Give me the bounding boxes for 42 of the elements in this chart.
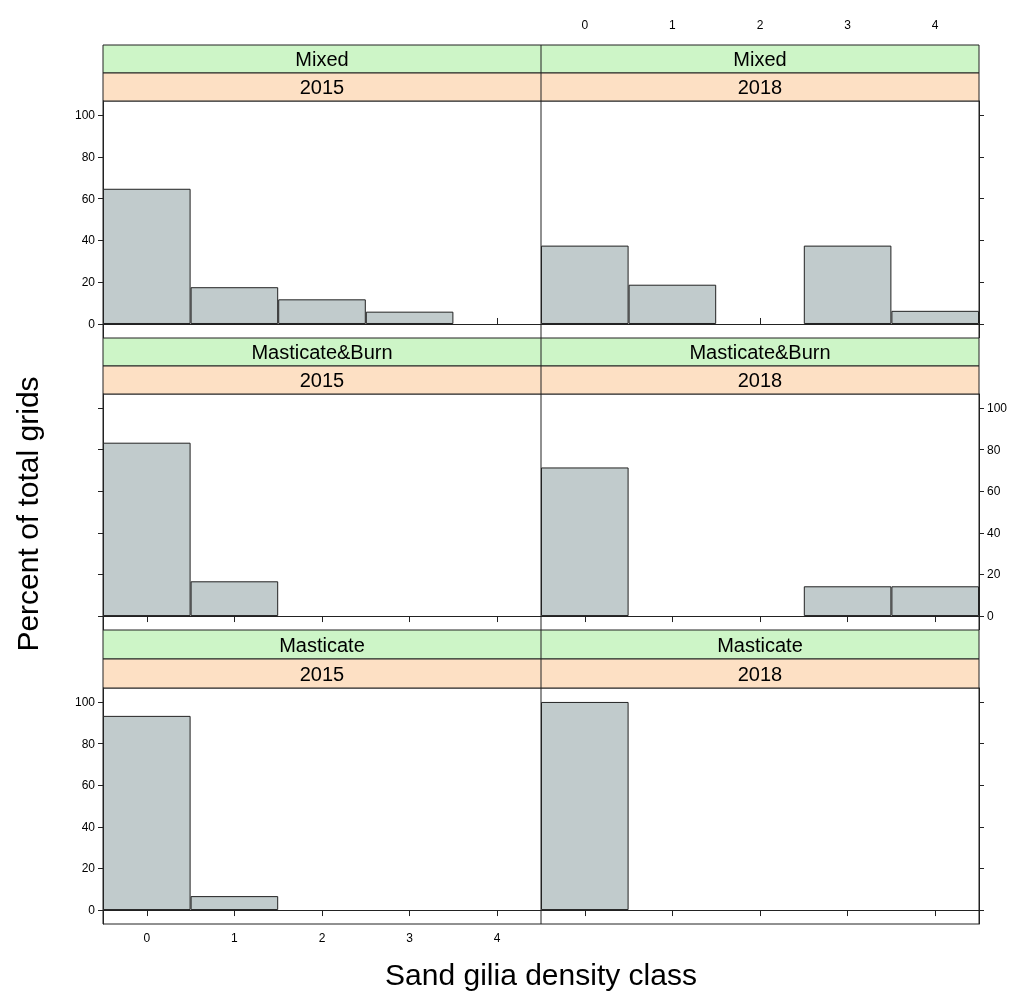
y-tick-label: 0 [88,317,96,331]
chart-title: Mixed [295,48,349,70]
x-tick-label: 0 [143,931,151,945]
y-tick-label: 100 [987,400,1008,415]
x-tick-label: 3 [406,931,414,945]
x-tick-label: 0 [581,18,589,32]
y-tick-label: 40 [81,233,96,248]
x-tick-label: 2 [318,931,326,945]
x-axis-title: Sand gilia density class [384,958,698,992]
chart-subtitle: 2015 [299,76,345,98]
x-tick-label: 2 [756,18,764,32]
y-axis-title: Percent of total grids [11,376,45,652]
y-tick-label: 0 [88,903,96,918]
y-tick-label: 100 [74,694,96,709]
y-tick-label: 20 [987,567,1001,582]
y-tick-label: 60 [81,191,96,206]
chart-subtitle: 2015 [299,369,345,391]
y-tick-label: 60 [81,778,96,793]
x-tick-label: 1 [231,931,239,945]
chart-subtitle: 2018 [737,369,783,391]
y-tick-label: 20 [81,275,96,290]
x-tick-label: 3 [844,18,852,32]
chart-title: Masticate&Burn [689,341,831,363]
chart-subtitle: 2015 [299,662,345,685]
x-tick-label: 1 [669,18,677,32]
chart-title: Masticate [279,633,365,656]
y-tick-label: 40 [81,819,96,834]
y-tick-label: 80 [81,149,96,164]
y-tick-label: 0 [987,609,994,624]
chart-title: Masticate [717,633,803,656]
y-tick-label: 100 [74,108,96,122]
chart-subtitle: 2018 [737,662,783,685]
y-tick-label: 40 [987,525,1001,540]
y-tick-label: 20 [81,861,96,876]
chart-subtitle: 2018 [737,76,783,98]
x-tick-label: 4 [493,931,501,945]
y-tick-label: 60 [987,484,1001,499]
chart-title: Mixed [733,48,787,70]
y-tick-label: 80 [987,442,1001,457]
y-tick-label: 80 [81,736,96,751]
x-tick-label: 4 [931,18,939,32]
chart-title: Masticate&Burn [251,341,393,363]
